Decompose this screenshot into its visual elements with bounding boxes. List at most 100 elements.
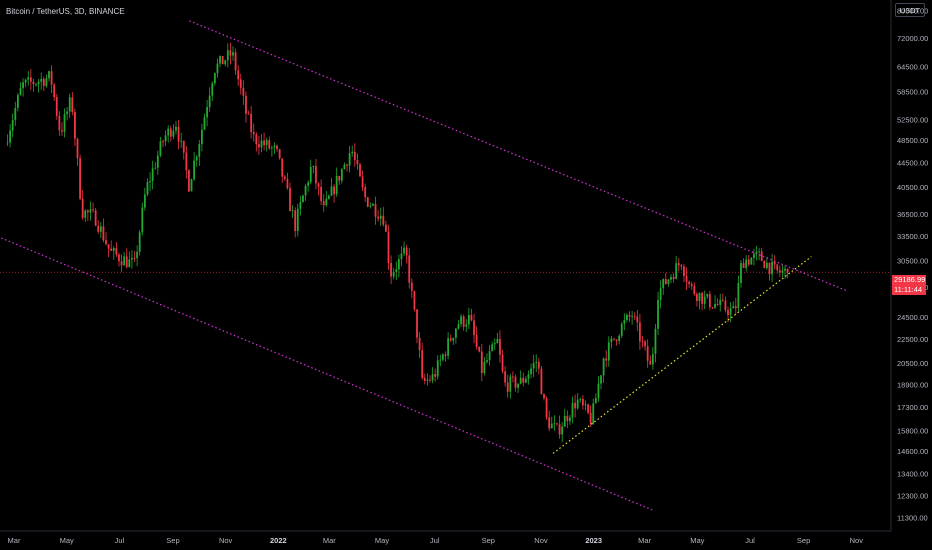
candle xyxy=(180,132,183,148)
candle xyxy=(66,107,69,121)
time-axis[interactable]: Mar May Jul Sep Nov 2022 Mar May Jul Sep Nov 2023 Ma… xyxy=(8,536,864,545)
candle xyxy=(512,371,514,383)
candle xyxy=(6,134,9,146)
time-tick-label: Nov xyxy=(850,536,864,545)
candle xyxy=(558,415,561,439)
candle xyxy=(400,246,403,267)
candle xyxy=(315,158,317,190)
candle xyxy=(115,242,118,258)
currency-button[interactable]: USDT xyxy=(895,3,925,17)
candle xyxy=(63,108,66,138)
candle xyxy=(9,123,12,148)
candle xyxy=(327,194,330,200)
time-tick-label: Sep xyxy=(166,536,179,545)
candle xyxy=(255,132,258,152)
candle xyxy=(499,330,501,363)
price-tick-label: 20500.00 xyxy=(897,359,928,368)
candle xyxy=(768,262,771,281)
candle xyxy=(436,355,439,380)
price-tick-label: 58500.00 xyxy=(897,88,928,97)
candle xyxy=(71,92,74,116)
price-tick-label: 17300.00 xyxy=(897,403,928,412)
candle xyxy=(620,321,623,339)
candle xyxy=(40,72,43,90)
candle xyxy=(325,191,328,207)
candle xyxy=(688,280,691,288)
candle xyxy=(597,376,600,402)
candle xyxy=(685,267,688,290)
candle xyxy=(610,335,613,349)
candle xyxy=(289,182,291,212)
price-tick-label: 30500.00 xyxy=(897,256,928,265)
candle xyxy=(447,332,450,360)
candle xyxy=(470,308,473,322)
candle xyxy=(465,319,468,332)
candle xyxy=(747,255,750,267)
candle xyxy=(646,339,649,368)
candle xyxy=(338,175,341,185)
candle xyxy=(711,306,714,310)
candle xyxy=(387,224,390,270)
candle xyxy=(473,313,475,344)
channel-upper-line[interactable] xyxy=(189,20,847,292)
candle xyxy=(618,333,621,345)
candle xyxy=(42,76,45,92)
candle xyxy=(258,135,260,155)
candle xyxy=(530,363,532,379)
price-axis[interactable]: 80000.00 72000.00 64500.00 58500.00 52500.00… xyxy=(897,7,928,523)
candle xyxy=(208,87,211,112)
candle xyxy=(156,150,159,175)
candle xyxy=(379,207,382,227)
candle xyxy=(58,111,61,136)
candle xyxy=(486,353,488,364)
candle xyxy=(211,81,214,102)
candle xyxy=(195,155,198,167)
candle xyxy=(131,250,133,269)
price-tick-label: 40500.00 xyxy=(897,183,928,192)
channel-lower-line[interactable] xyxy=(0,236,653,511)
candle xyxy=(729,302,732,323)
candle xyxy=(405,244,408,264)
candle xyxy=(19,81,22,96)
candle xyxy=(221,55,224,65)
candle xyxy=(626,313,628,323)
candle xyxy=(703,290,706,310)
time-tick-label: 2022 xyxy=(270,536,287,545)
price-tick-label: 11300.00 xyxy=(897,514,928,523)
candle xyxy=(302,194,304,203)
candle xyxy=(504,366,507,387)
candle xyxy=(81,189,84,220)
candle xyxy=(553,415,556,431)
candle xyxy=(672,273,675,283)
candle xyxy=(519,370,522,385)
candle xyxy=(53,83,56,101)
candle xyxy=(496,332,499,344)
candle xyxy=(105,232,107,246)
candle xyxy=(397,254,400,278)
candle xyxy=(110,240,113,251)
candle xyxy=(392,267,395,280)
candle xyxy=(294,207,297,238)
symbol-title[interactable]: Bitcoin / TetherUS, 3D, BINANCE xyxy=(6,7,125,16)
candle xyxy=(527,370,530,385)
candle xyxy=(654,323,657,363)
candle xyxy=(107,244,110,257)
candle xyxy=(563,408,566,427)
candle xyxy=(330,177,333,197)
candle xyxy=(99,221,102,239)
candle xyxy=(296,203,299,237)
time-tick-label: Jul xyxy=(430,536,440,545)
candle xyxy=(143,187,146,211)
candle xyxy=(410,278,413,299)
support-trend-line[interactable] xyxy=(552,256,812,454)
candle xyxy=(278,149,281,160)
price-tick-label: 18900.00 xyxy=(897,380,928,389)
candle xyxy=(690,281,693,290)
candle xyxy=(532,354,535,378)
candle xyxy=(76,137,79,166)
candle xyxy=(506,374,509,398)
candle xyxy=(589,405,592,427)
candle xyxy=(164,130,167,146)
candle xyxy=(364,183,367,202)
